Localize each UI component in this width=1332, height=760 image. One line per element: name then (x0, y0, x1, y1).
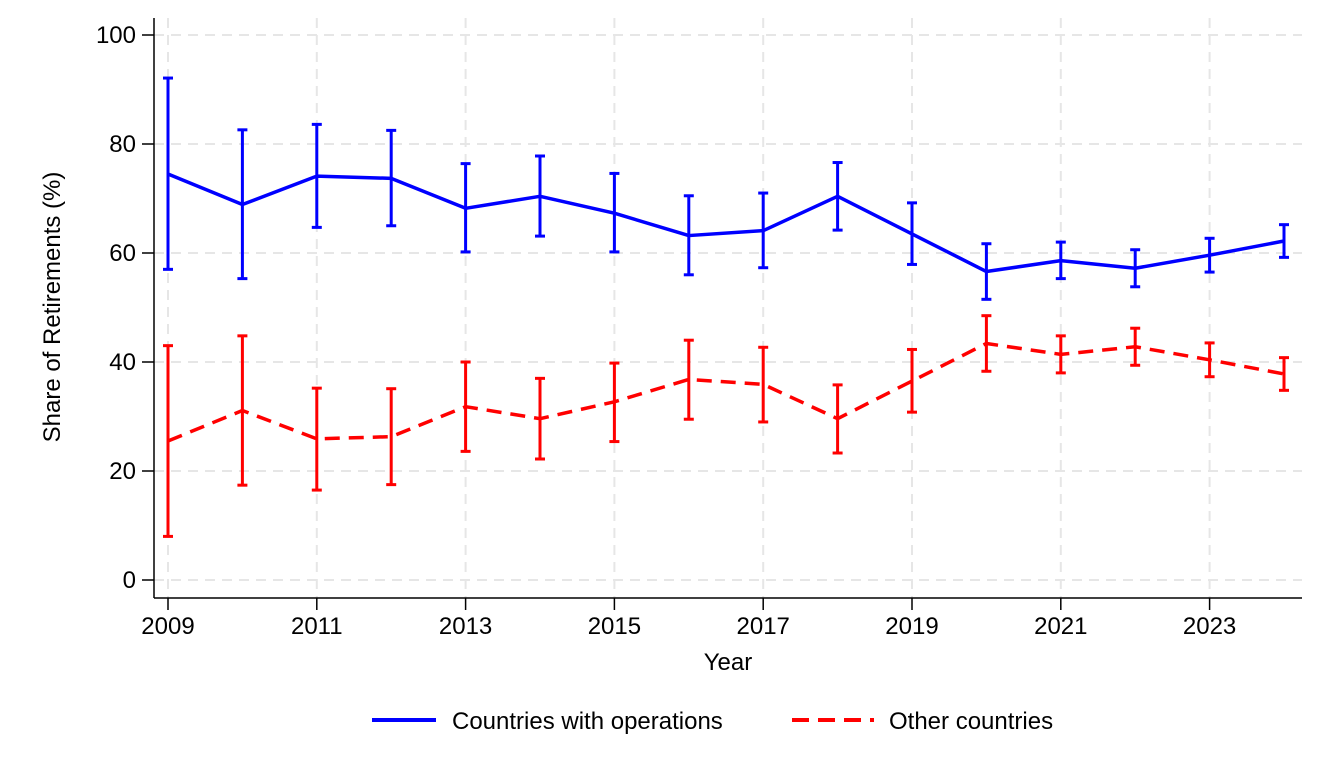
x-tick-label: 2015 (588, 613, 641, 640)
legend: Countries with operations Other countrie… (372, 708, 1053, 735)
x-tick-label: 2017 (737, 613, 790, 640)
x-tick-label: 2019 (885, 613, 938, 640)
x-tick-label: 2013 (439, 613, 492, 640)
series-line-countries-with-operations (167, 172, 1285, 274)
axes (153, 18, 1302, 599)
y-tick-label: 60 (109, 240, 136, 267)
legend-label-countries-with-operations: Countries with operations (452, 708, 723, 735)
series-line-other-countries (167, 341, 1285, 443)
y-tick-label: 40 (109, 349, 136, 376)
y-tick-label: 0 (123, 567, 136, 594)
series (163, 76, 1289, 538)
y-tick-label: 20 (109, 458, 136, 485)
legend-item-countries-with-operations: Countries with operations (372, 708, 723, 735)
x-tick-label: 2023 (1183, 613, 1236, 640)
legend-item-other-countries: Other countries (792, 708, 1053, 735)
series-other-countries (163, 314, 1289, 538)
y-tick-label: 100 (96, 22, 136, 49)
x-ticks: 2009 2011 2013 2015 2017 2019 2021 2023 (141, 598, 1236, 640)
y-ticks: 0 20 40 60 80 100 (96, 22, 154, 594)
x-tick-label: 2021 (1034, 613, 1087, 640)
x-tick-label: 2009 (141, 613, 194, 640)
y-tick-label: 80 (109, 131, 136, 158)
x-tick-label: 2011 (291, 613, 343, 640)
x-axis-title: Year (704, 649, 753, 676)
y-axis-title: Share of Retirements (%) (39, 172, 66, 443)
grid-lines (154, 18, 1302, 598)
legend-label-other-countries: Other countries (889, 708, 1053, 735)
series-countries-with-operations (163, 76, 1289, 301)
